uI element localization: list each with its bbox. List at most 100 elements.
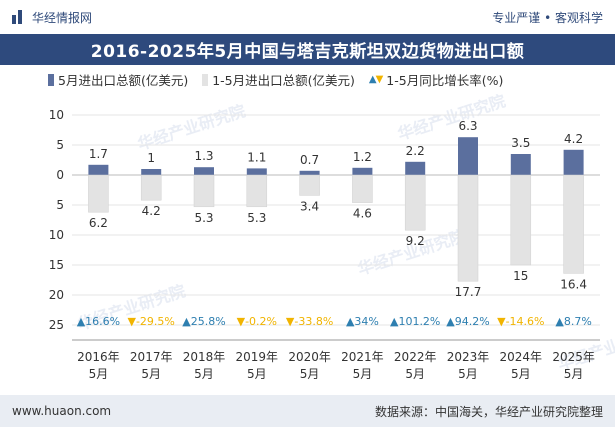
x-tick-label-month: 5月 <box>300 367 320 381</box>
data-label-monthly: 3.5 <box>511 136 530 150</box>
bar-monthly <box>458 137 478 175</box>
bar-monthly <box>352 167 373 175</box>
y-tick-label: 0 <box>56 168 64 182</box>
x-tick-label-month: 5月 <box>353 367 373 381</box>
data-label-ytd: 4.6 <box>353 207 372 221</box>
y-tick-label: 5 <box>56 138 64 152</box>
data-label-monthly: 1.3 <box>194 149 213 163</box>
x-tick-label-year: 2024年 <box>500 350 543 364</box>
x-tick-label-month: 5月 <box>89 367 109 381</box>
data-label-monthly: 0.7 <box>300 153 319 167</box>
data-label-ytd: 5.3 <box>247 211 266 225</box>
data-label-monthly: 1.2 <box>353 150 372 164</box>
x-tick-label-month: 5月 <box>511 367 531 381</box>
x-tick-label-month: 5月 <box>564 367 584 381</box>
data-label-ytd: 17.7 <box>455 285 482 299</box>
data-label-ytd: 16.4 <box>560 277 587 291</box>
x-tick-label-month: 5月 <box>247 367 267 381</box>
legend-item-growth: ▲▼ 1-5月同比增长率(%) <box>369 70 503 89</box>
bar-ytd <box>299 174 320 196</box>
growth-label: ▲101.2% <box>390 315 440 328</box>
footer-source: 数据来源：中国海关，华经产业研究院整理 <box>374 404 603 419</box>
x-tick-label-year: 2020年 <box>288 350 331 364</box>
bar-ytd <box>352 174 373 203</box>
x-tick-label-month: 5月 <box>141 367 161 381</box>
bar-ytd <box>88 174 109 213</box>
growth-label: ▲25.8% <box>182 315 225 328</box>
legend-item-ytd: 1-5月进出口总额(亿美元) <box>202 70 355 89</box>
growth-label: ▼-14.6% <box>497 315 544 328</box>
bar-ytd <box>246 174 268 208</box>
growth-label: ▼-33.8% <box>286 315 333 328</box>
brand: 华经情报网 <box>12 9 92 26</box>
footer-bar: www.huaon.com 数据来源：中国海关，华经产业研究院整理 <box>0 395 615 427</box>
y-tick-label: 10 <box>49 108 64 122</box>
watermark-text: 华经产业研究院 <box>555 321 615 374</box>
data-label-monthly: 1.1 <box>247 150 266 164</box>
legend-label-growth: 1-5月同比增长率(%) <box>386 73 504 88</box>
data-label-monthly: 4.2 <box>564 132 583 146</box>
x-tick-label-year: 2023年 <box>447 350 490 364</box>
data-label-ytd: 6.2 <box>89 216 108 230</box>
chart-title: 2016-2025年5月中国与塔吉克斯坦双边货物进出口额 <box>0 34 615 65</box>
legend-label-monthly: 5月进出口总额(亿美元) <box>58 73 189 88</box>
brand-name: 华经情报网 <box>32 10 93 25</box>
data-label-monthly: 1 <box>147 151 155 165</box>
bar-monthly <box>88 164 109 175</box>
legend-growth-triangles-icon: ▲▼ <box>368 74 383 85</box>
bar-ytd <box>457 174 479 282</box>
data-label-ytd: 5.3 <box>194 211 213 225</box>
legend-swatch-monthly <box>48 73 54 86</box>
data-label-ytd: 15 <box>513 269 528 283</box>
data-label-monthly: 6.3 <box>458 119 477 133</box>
bar-ytd <box>510 174 532 266</box>
x-tick-label-month: 5月 <box>194 367 214 381</box>
y-tick-label: 25 <box>49 318 64 332</box>
bar-monthly <box>510 154 531 175</box>
y-tick-label: 5 <box>56 198 64 212</box>
y-tick-label: 20 <box>49 288 64 302</box>
x-tick-label-year: 2022年 <box>394 350 437 364</box>
bar-monthly <box>405 161 426 175</box>
brand-logo-icon <box>12 10 26 24</box>
x-tick-label-year: 2018年 <box>183 350 226 364</box>
growth-label: ▲94.2% <box>446 315 489 328</box>
tagline: 专业严谨 • 客观科学 <box>492 10 603 25</box>
data-label-monthly: 2.2 <box>406 144 425 158</box>
y-tick-label: 15 <box>49 258 64 272</box>
growth-label: ▲8.7% <box>555 315 591 328</box>
chart-plot: 华经产业研究院 华经产业研究院华经产业研究院华经产业研究院华经产业研究院10505… <box>49 91 615 381</box>
data-label-ytd: 4.2 <box>142 204 161 218</box>
growth-label: ▼-0.2% <box>237 315 277 328</box>
bar-ytd <box>563 174 584 274</box>
x-tick-label-year: 2019年 <box>236 350 279 364</box>
bar-monthly <box>563 149 584 175</box>
data-label-ytd: 9.2 <box>406 234 425 248</box>
bar-monthly <box>194 167 214 175</box>
bar-monthly <box>299 170 320 175</box>
x-tick-label-month: 5月 <box>405 367 425 381</box>
watermark-text: 华经产业研究院 <box>395 91 507 144</box>
legend: 5月进出口总额(亿美元) 1-5月进出口总额(亿美元) ▲▼ 1-5月同比增长率… <box>48 70 503 89</box>
data-label-monthly: 1.7 <box>89 147 108 161</box>
legend-label-ytd: 1-5月进出口总额(亿美元) <box>212 73 355 88</box>
header-bar: 华经情报网 专业严谨 • 客观科学 <box>0 0 615 34</box>
bar-monthly <box>141 169 162 175</box>
legend-swatch-ytd <box>202 73 209 86</box>
bar-monthly <box>246 168 267 175</box>
bar-ytd <box>140 174 162 201</box>
x-tick-label-year: 2016年 <box>77 350 120 364</box>
data-label-ytd: 3.4 <box>300 199 319 213</box>
x-tick-label-month: 5月 <box>458 367 478 381</box>
growth-label: ▼-29.5% <box>128 315 175 328</box>
x-tick-label-year: 2025年 <box>552 350 595 364</box>
y-tick-label: 10 <box>49 228 64 242</box>
bar-ytd <box>193 174 215 208</box>
growth-label: ▲16.6% <box>77 315 120 328</box>
footer-website: www.huaon.com <box>12 404 112 418</box>
x-tick-label-year: 2017年 <box>130 350 173 364</box>
legend-item-monthly: 5月进出口总额(亿美元) <box>48 70 188 89</box>
x-tick-label-year: 2021年 <box>341 350 384 364</box>
watermark-text: 华经产业研究院 <box>135 101 247 154</box>
